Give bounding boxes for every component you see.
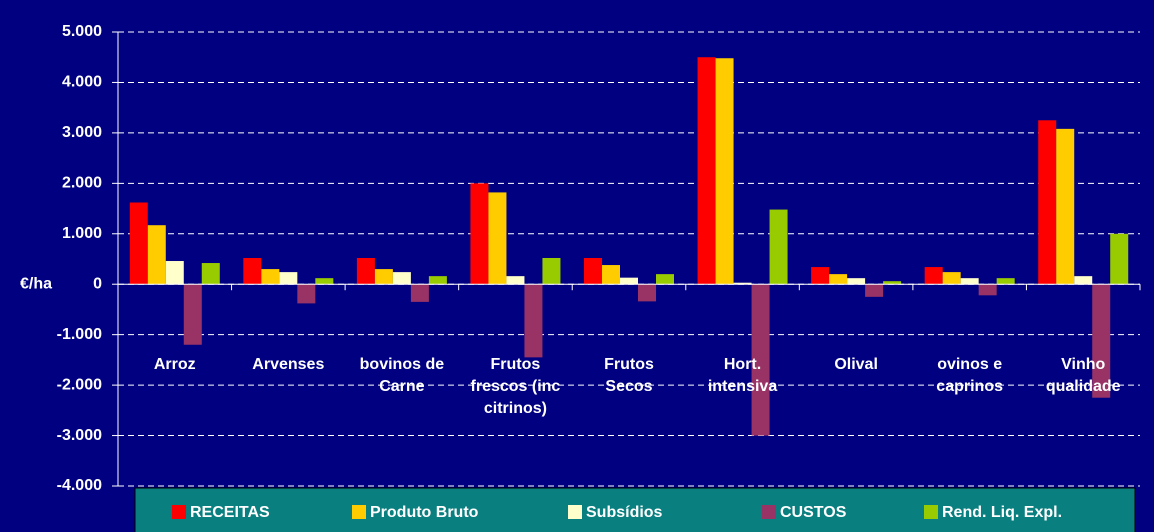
legend-swatch — [762, 505, 776, 519]
bar — [470, 183, 489, 285]
x-tick-label: Arroz — [153, 356, 196, 373]
bar — [751, 284, 770, 436]
bar — [1092, 284, 1111, 398]
legend-swatch — [924, 505, 938, 519]
bar — [620, 277, 638, 285]
bar — [733, 282, 752, 285]
x-tick-label: ovinos e caprinos — [936, 356, 1003, 395]
bar — [410, 284, 429, 302]
legend-label: Produto Bruto — [370, 504, 479, 521]
bar — [506, 276, 525, 285]
x-tick-label: Hort. intensiva — [707, 356, 778, 395]
x-tick-label: Frutos Secos — [604, 356, 654, 395]
y-axis-label: €/ha — [20, 275, 52, 292]
legend-label: Subsídios — [586, 504, 663, 521]
legend-label: CUSTOS — [780, 504, 847, 521]
bar — [978, 284, 997, 296]
bar — [829, 274, 848, 285]
legend-swatch — [352, 505, 366, 519]
bar — [656, 274, 674, 285]
bar — [392, 272, 411, 285]
bar — [1110, 233, 1129, 285]
bar — [356, 257, 375, 285]
legend-box — [134, 487, 1136, 532]
bar — [924, 267, 943, 285]
bar — [638, 284, 656, 302]
bar — [201, 263, 220, 285]
bar — [769, 209, 788, 285]
bar — [584, 257, 602, 285]
bar — [279, 272, 298, 285]
bar — [960, 278, 979, 285]
x-tick-label: Frutos frescos (inc citrinos) — [470, 356, 561, 417]
y-tick-label: 4.000 — [62, 74, 102, 91]
bar — [847, 278, 866, 285]
bar — [715, 58, 734, 285]
legend-swatch — [568, 505, 582, 519]
legend-label: RECEITAS — [190, 504, 270, 521]
y-tick-label: 3.000 — [62, 124, 102, 141]
bar — [883, 281, 902, 285]
bar — [243, 257, 262, 285]
y-tick-label: 1.000 — [62, 225, 102, 242]
bar — [129, 202, 148, 285]
bar — [811, 267, 830, 285]
bar — [542, 257, 561, 285]
bar — [524, 284, 543, 358]
bar — [1038, 120, 1057, 285]
bar — [315, 278, 334, 285]
bar — [183, 284, 202, 345]
bar — [1056, 128, 1075, 285]
bar — [165, 261, 184, 285]
legend-label: Rend. Liq. Expl. — [942, 504, 1062, 521]
bar — [942, 272, 961, 285]
y-tick-label: -4.000 — [57, 477, 102, 494]
bar — [602, 265, 620, 285]
y-tick-label: -2.000 — [57, 376, 102, 393]
legend-swatch — [172, 505, 186, 519]
y-tick-label: 5.000 — [62, 23, 102, 40]
bar — [147, 225, 166, 285]
bar — [374, 269, 393, 285]
bar — [428, 276, 447, 285]
bar — [297, 284, 316, 304]
x-tick-label: Olival — [834, 356, 878, 373]
x-tick-label: bovinos de Carne — [359, 356, 445, 395]
bar — [865, 284, 884, 297]
bar — [488, 192, 507, 285]
y-tick-label: -3.000 — [57, 427, 102, 444]
bar — [1074, 276, 1093, 285]
x-tick-label: Vinho qualidade — [1045, 356, 1121, 395]
y-tick-label: 0 — [93, 275, 102, 292]
bar — [261, 269, 280, 285]
y-tick-label: 2.000 — [62, 175, 102, 192]
bar — [697, 57, 716, 285]
y-tick-label: -1.000 — [57, 326, 102, 343]
x-tick-label: Arvenses — [252, 356, 325, 373]
bar — [996, 278, 1015, 285]
